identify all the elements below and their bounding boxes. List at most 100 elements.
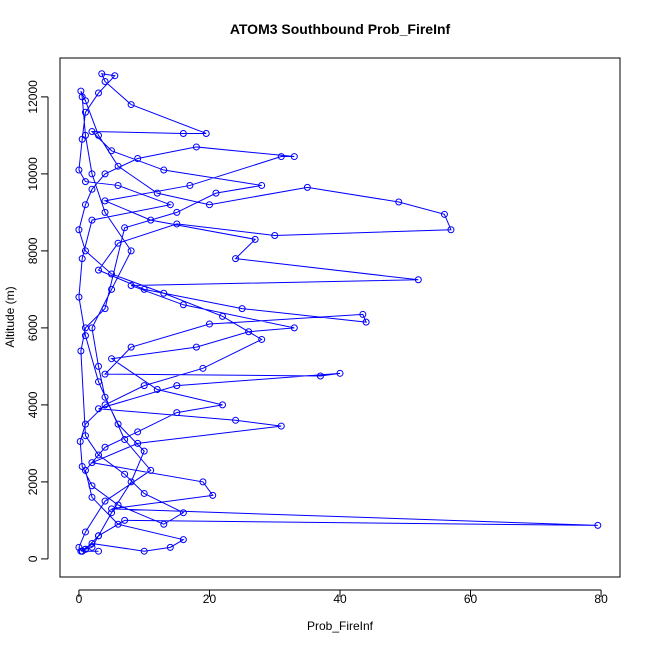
data-point: [127, 101, 135, 109]
data-point: [101, 197, 109, 205]
data-point: [108, 505, 116, 513]
x-tick-label: 80: [594, 592, 608, 606]
data-point: [290, 324, 298, 332]
data-point: [77, 87, 85, 95]
data-point: [95, 532, 103, 540]
data-point: [95, 131, 103, 139]
data-point: [127, 282, 135, 290]
x-tick-label: 40: [333, 592, 347, 606]
data-point: [199, 364, 207, 372]
data-point: [160, 520, 168, 528]
data-point: [111, 72, 119, 80]
data-point: [232, 255, 240, 263]
data-point: [88, 482, 96, 490]
data-point: [101, 170, 109, 178]
data-point: [160, 166, 168, 174]
y-tick-label: 8000: [26, 237, 40, 264]
data-point: [121, 436, 129, 444]
data-point: [81, 324, 89, 332]
data-point: [202, 129, 210, 137]
x-tick-label: 20: [203, 592, 217, 606]
data-point: [134, 154, 142, 162]
data-point: [101, 305, 109, 313]
data-point: [258, 181, 266, 189]
data-point: [134, 428, 142, 436]
x-tick-label: 60: [464, 592, 478, 606]
plot-box: [59, 57, 621, 578]
data-point: [127, 247, 135, 255]
data-point: [81, 247, 89, 255]
y-tick-label: 12000: [26, 80, 40, 114]
data-point: [101, 497, 109, 505]
y-tick-label: 4000: [26, 391, 40, 418]
data-point: [81, 432, 89, 440]
data-point: [81, 97, 89, 105]
data-point: [95, 266, 103, 274]
data-point: [81, 332, 89, 340]
data-point: [336, 369, 344, 377]
data-point: [179, 536, 187, 544]
data-point: [140, 489, 148, 497]
data-point: [95, 405, 103, 413]
data-point: [114, 420, 122, 428]
data-point: [81, 178, 89, 186]
data-point: [108, 285, 116, 293]
data-point: [192, 143, 200, 151]
data-point: [88, 493, 96, 501]
data-point: [75, 166, 83, 174]
data-point: [238, 305, 246, 313]
data-point: [316, 372, 324, 380]
data-point: [101, 443, 109, 451]
data-point: [114, 239, 122, 247]
data-point: [134, 439, 142, 447]
x-axis-label: Prob_FireInf: [307, 619, 374, 633]
data-point: [108, 147, 116, 155]
y-tick-label: 0: [26, 555, 40, 562]
y-axis-label: Altitude (m): [3, 286, 17, 347]
data-point: [414, 276, 422, 284]
data-point: [166, 201, 174, 209]
data-point: [395, 198, 403, 206]
data-point: [121, 470, 129, 478]
data-point: [121, 224, 129, 232]
data-point: [447, 226, 455, 234]
data-point: [127, 343, 135, 351]
y-tick-label: 2000: [26, 468, 40, 495]
data-point: [108, 355, 116, 363]
data-point: [88, 128, 96, 136]
data-point: [147, 216, 155, 224]
data-point: [127, 478, 135, 486]
data-point: [78, 547, 86, 555]
data-point: [277, 153, 285, 161]
data-point: [88, 216, 96, 224]
data-point: [88, 543, 96, 551]
data-point: [81, 420, 89, 428]
data-point: [95, 89, 103, 97]
data-point: [209, 491, 217, 499]
data-point: [101, 77, 109, 85]
data-point: [78, 463, 86, 471]
data-point: [303, 183, 311, 191]
data-point: [101, 370, 109, 378]
chart-title: ATOM3 Southbound Prob_FireInf: [230, 21, 451, 37]
data-point: [147, 466, 155, 474]
data-point: [192, 343, 200, 351]
data-point: [140, 547, 148, 555]
data-point: [108, 270, 116, 278]
data-point: [78, 135, 86, 143]
data-point: [108, 509, 116, 517]
data-point: [166, 543, 174, 551]
data-point: [114, 501, 122, 509]
data-point: [121, 516, 129, 524]
data-point: [88, 170, 96, 178]
data-point: [212, 189, 220, 197]
data-point: [219, 401, 227, 409]
data-point: [114, 162, 122, 170]
data-point: [98, 70, 106, 78]
data-point: [78, 255, 86, 263]
data-point: [258, 335, 266, 343]
data-point: [173, 409, 181, 417]
data-point: [290, 153, 298, 161]
